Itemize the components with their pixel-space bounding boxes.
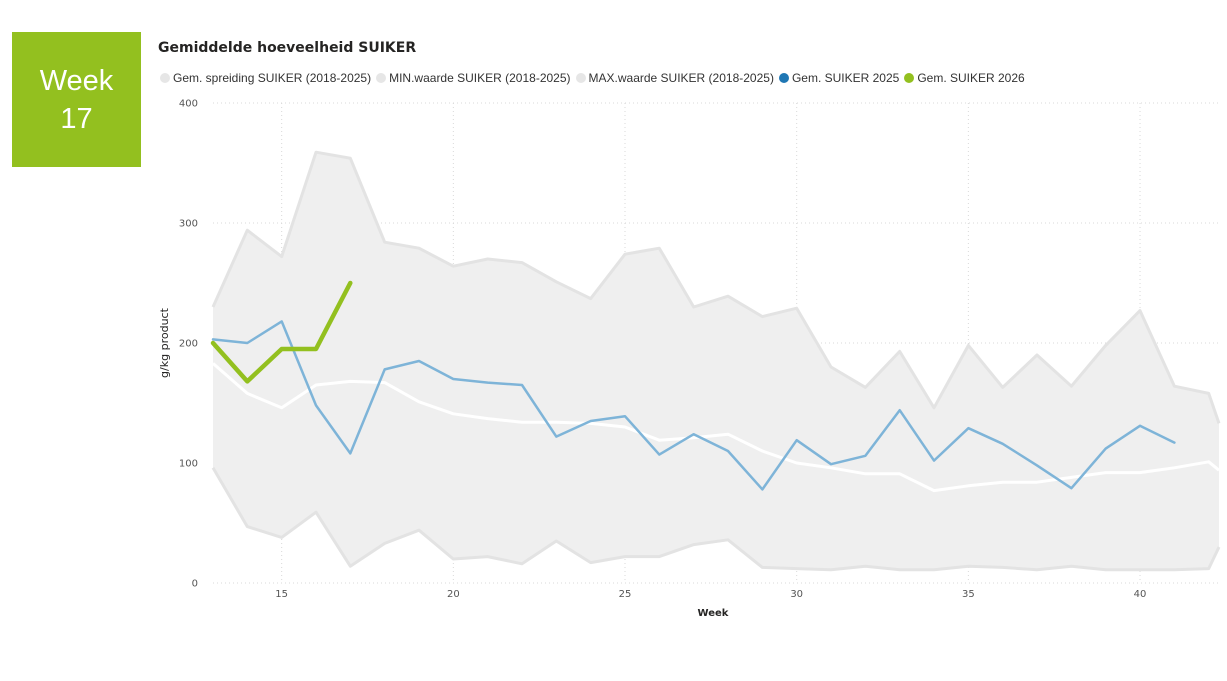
y-tick-label: 100 <box>179 459 198 470</box>
week-badge-label: Week <box>39 64 114 97</box>
week-badge: Week 17 <box>12 32 141 167</box>
series-line-2025 <box>211 320 1176 491</box>
legend-label: Gem. spreiding SUIKER (2018-2025) <box>173 71 372 85</box>
legend-marker <box>778 73 789 83</box>
x-tick-label: 30 <box>790 589 803 600</box>
legend-marker <box>376 73 387 83</box>
legend-item: Gem. SUIKER 2026 <box>904 71 1025 85</box>
legend-label: MIN.waarde SUIKER (2018-2025) <box>389 71 571 85</box>
x-tick-label: 25 <box>619 589 632 600</box>
x-tick-label: 20 <box>447 589 460 600</box>
legend-item: MAX.waarde SUIKER (2018-2025) <box>575 71 774 85</box>
chart-title: Gemiddelde hoeveelheid SUIKER <box>158 40 417 56</box>
y-tick-label: 200 <box>179 339 198 350</box>
y-tick-label: 300 <box>179 219 198 230</box>
series-line-2026 <box>210 280 353 384</box>
legend-item: MIN.waarde SUIKER (2018-2025) <box>376 71 571 85</box>
y-axis-title: g/kg product <box>158 307 171 378</box>
y-tick-label: 0 <box>192 579 198 590</box>
legend-marker <box>904 73 915 83</box>
x-tick-label: 15 <box>275 589 288 600</box>
y-tick-label: 400 <box>179 99 198 110</box>
average-spread-line <box>212 362 1220 493</box>
legend-item: Gem. spreiding SUIKER (2018-2025) <box>160 71 371 85</box>
legend-label: MAX.waarde SUIKER (2018-2025) <box>588 71 774 85</box>
legend-marker <box>575 73 586 83</box>
legend-label: Gem. SUIKER 2026 <box>917 71 1025 85</box>
spread-band <box>213 152 1219 570</box>
x-tick-label: 35 <box>962 589 975 600</box>
x-tick-label: 40 <box>1134 589 1147 600</box>
legend-marker <box>160 73 170 83</box>
week-badge-number: 17 <box>60 102 93 135</box>
x-axis-title: Week <box>698 608 729 619</box>
legend-item: Gem. SUIKER 2025 <box>778 71 900 85</box>
chart-legend: Gem. spreiding SUIKER (2018-2025) MIN.waa… <box>160 71 1030 85</box>
legend-label: Gem. SUIKER 2025 <box>791 71 900 85</box>
max-value-line <box>211 150 1221 424</box>
min-value-line <box>211 467 1221 572</box>
